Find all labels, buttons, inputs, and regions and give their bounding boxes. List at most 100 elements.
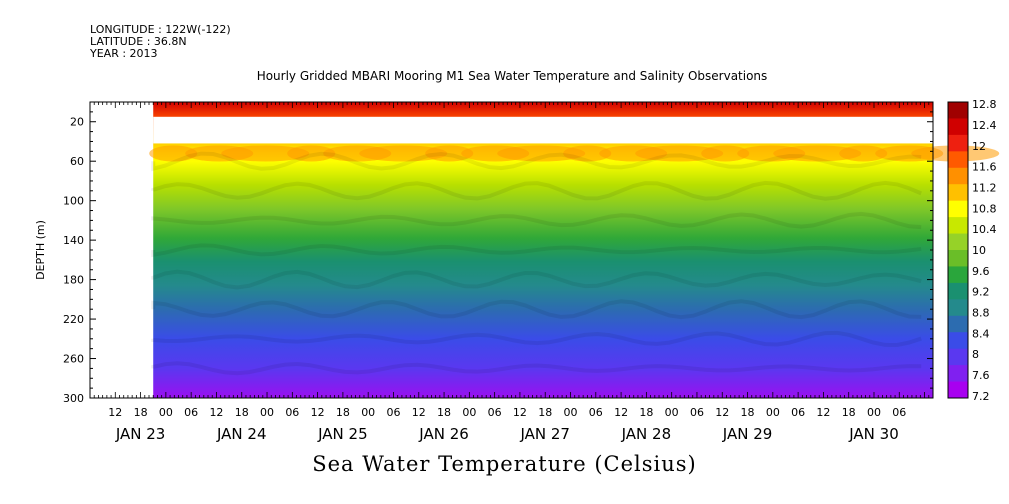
x-tick-label: 12 — [311, 406, 325, 419]
colorbar-swatch — [948, 282, 968, 300]
x-tick-label: 00 — [665, 406, 679, 419]
colorbar-swatch — [948, 134, 968, 152]
latitude-label: LATITUDE : 36.8N — [90, 35, 187, 48]
colorbar-label: 12.8 — [972, 98, 997, 111]
x-tick-label: 06 — [892, 406, 906, 419]
chart-title: Hourly Gridded MBARI Mooring M1 Sea Wate… — [257, 69, 768, 83]
colorbar-label: 11.6 — [972, 161, 997, 174]
x-tick-label: 12 — [209, 406, 223, 419]
colorbar-label: 11.2 — [972, 181, 997, 194]
colorbar-label: 12.4 — [972, 119, 997, 132]
colorbar-swatch — [948, 299, 968, 317]
x-tick-label: 12 — [614, 406, 628, 419]
colorbar-label: 7.6 — [972, 369, 990, 382]
colorbar-swatch — [948, 233, 968, 251]
x-tick-label: 12 — [513, 406, 527, 419]
x-tick-label: 06 — [184, 406, 198, 419]
y-axis: 20 60 100 140 180 220 260 300 — [63, 101, 933, 405]
warm-patch — [635, 145, 724, 162]
x-tick-label: 12 — [816, 406, 830, 419]
y-axis-label: DEPTH (m) — [34, 220, 47, 280]
isotherm-line — [151, 299, 922, 320]
y-tick-label: 140 — [63, 234, 84, 247]
x-tick-label: 18 — [538, 406, 552, 419]
isotherm-line — [151, 211, 922, 230]
colorbar-label: 10.4 — [972, 223, 997, 236]
warm-patch — [287, 145, 336, 162]
isotherm-line — [151, 361, 922, 376]
x-tick-label: 18 — [134, 406, 148, 419]
x-tick-label: 06 — [386, 406, 400, 419]
longitude-label: LONGITUDE : 122W(-122) — [90, 23, 231, 36]
x-day-label: JAN 30 — [848, 425, 899, 443]
x-tick-label: 18 — [741, 406, 755, 419]
x-tick-label: 06 — [791, 406, 805, 419]
warm-patch — [773, 145, 862, 162]
x-tick-label: 00 — [462, 406, 476, 419]
y-tick-label: 180 — [63, 274, 84, 287]
x-tick-label: 06 — [690, 406, 704, 419]
x-tick-label: 18 — [437, 406, 451, 419]
x-tick-label: 00 — [159, 406, 173, 419]
colorbar-swatch — [948, 381, 968, 399]
colorbar-swatch — [948, 332, 968, 350]
y-tick-label: 60 — [70, 155, 84, 168]
x-axis: 12 18 00 06 12 18 00 06 12 18 00 06 12 18 00 06 12 18 00 06… — [89, 102, 934, 443]
x-day-label: JAN 23 — [115, 425, 166, 443]
x-tick-label: 18 — [639, 406, 653, 419]
x-tick-label: 06 — [488, 406, 502, 419]
y-tick-label: 300 — [63, 392, 84, 405]
colorbar-swatch — [948, 200, 968, 218]
colorbar-label: 9.2 — [972, 286, 990, 299]
isotherm-line — [151, 330, 922, 347]
x-tick-label: 00 — [766, 406, 780, 419]
colorbar: 12.8 12.4 12 11.6 11.2 10.8 10.4 10 9.6 9.2 8.8 8.4… — [947, 98, 997, 403]
isotherm-line — [151, 269, 922, 290]
missing-data-band — [153, 116, 934, 144]
x-tick-label: 18 — [842, 406, 856, 419]
x-axis-title: Sea Water Temperature (Celsius) — [312, 452, 697, 476]
warm-patch — [149, 145, 198, 162]
x-day-label: JAN 28 — [621, 425, 672, 443]
year-label: YEAR : 2013 — [90, 47, 158, 60]
colorbar-label: 8 — [972, 348, 979, 361]
colorbar-label: 12 — [972, 140, 986, 153]
colorbar-swatch — [948, 365, 968, 383]
colorbar-swatch — [948, 167, 968, 185]
isotherm-line — [151, 243, 922, 258]
plot-area — [89, 101, 1000, 399]
warm-patch — [497, 145, 586, 162]
colorbar-swatch — [948, 118, 968, 136]
isotherm-line — [151, 180, 922, 201]
colorbar-swatch — [948, 217, 968, 235]
x-tick-label: 12 — [108, 406, 122, 419]
x-day-label: JAN 29 — [722, 425, 773, 443]
warm-patch — [839, 145, 888, 162]
x-tick-label: 00 — [260, 406, 274, 419]
colorbar-label: 10.8 — [972, 202, 997, 215]
x-tick-label: 06 — [589, 406, 603, 419]
y-tick-label: 100 — [63, 195, 84, 208]
y-tick-label: 220 — [63, 313, 84, 326]
colorbar-frame — [947, 101, 969, 399]
colorbar-swatch — [948, 266, 968, 284]
warm-patch — [425, 145, 474, 162]
colorbar-swatch — [948, 250, 968, 267]
x-tick-label: 06 — [285, 406, 299, 419]
colorbar-swatch — [948, 348, 968, 366]
colorbar-label: 7.2 — [972, 390, 990, 403]
isotherm-line — [151, 151, 922, 172]
x-day-label: JAN 24 — [216, 425, 267, 443]
colorbar-swatch — [948, 315, 968, 333]
x-day-label: JAN 27 — [519, 425, 570, 443]
x-tick-label: 12 — [715, 406, 729, 419]
warm-patch — [563, 145, 612, 162]
colorbar-label: 10 — [972, 244, 986, 257]
colorbar-swatch — [948, 102, 968, 119]
warm-patch — [221, 145, 310, 162]
warm-patch — [359, 145, 448, 162]
x-tick-label: 18 — [336, 406, 350, 419]
x-tick-label: 00 — [361, 406, 375, 419]
x-tick-label: 00 — [564, 406, 578, 419]
